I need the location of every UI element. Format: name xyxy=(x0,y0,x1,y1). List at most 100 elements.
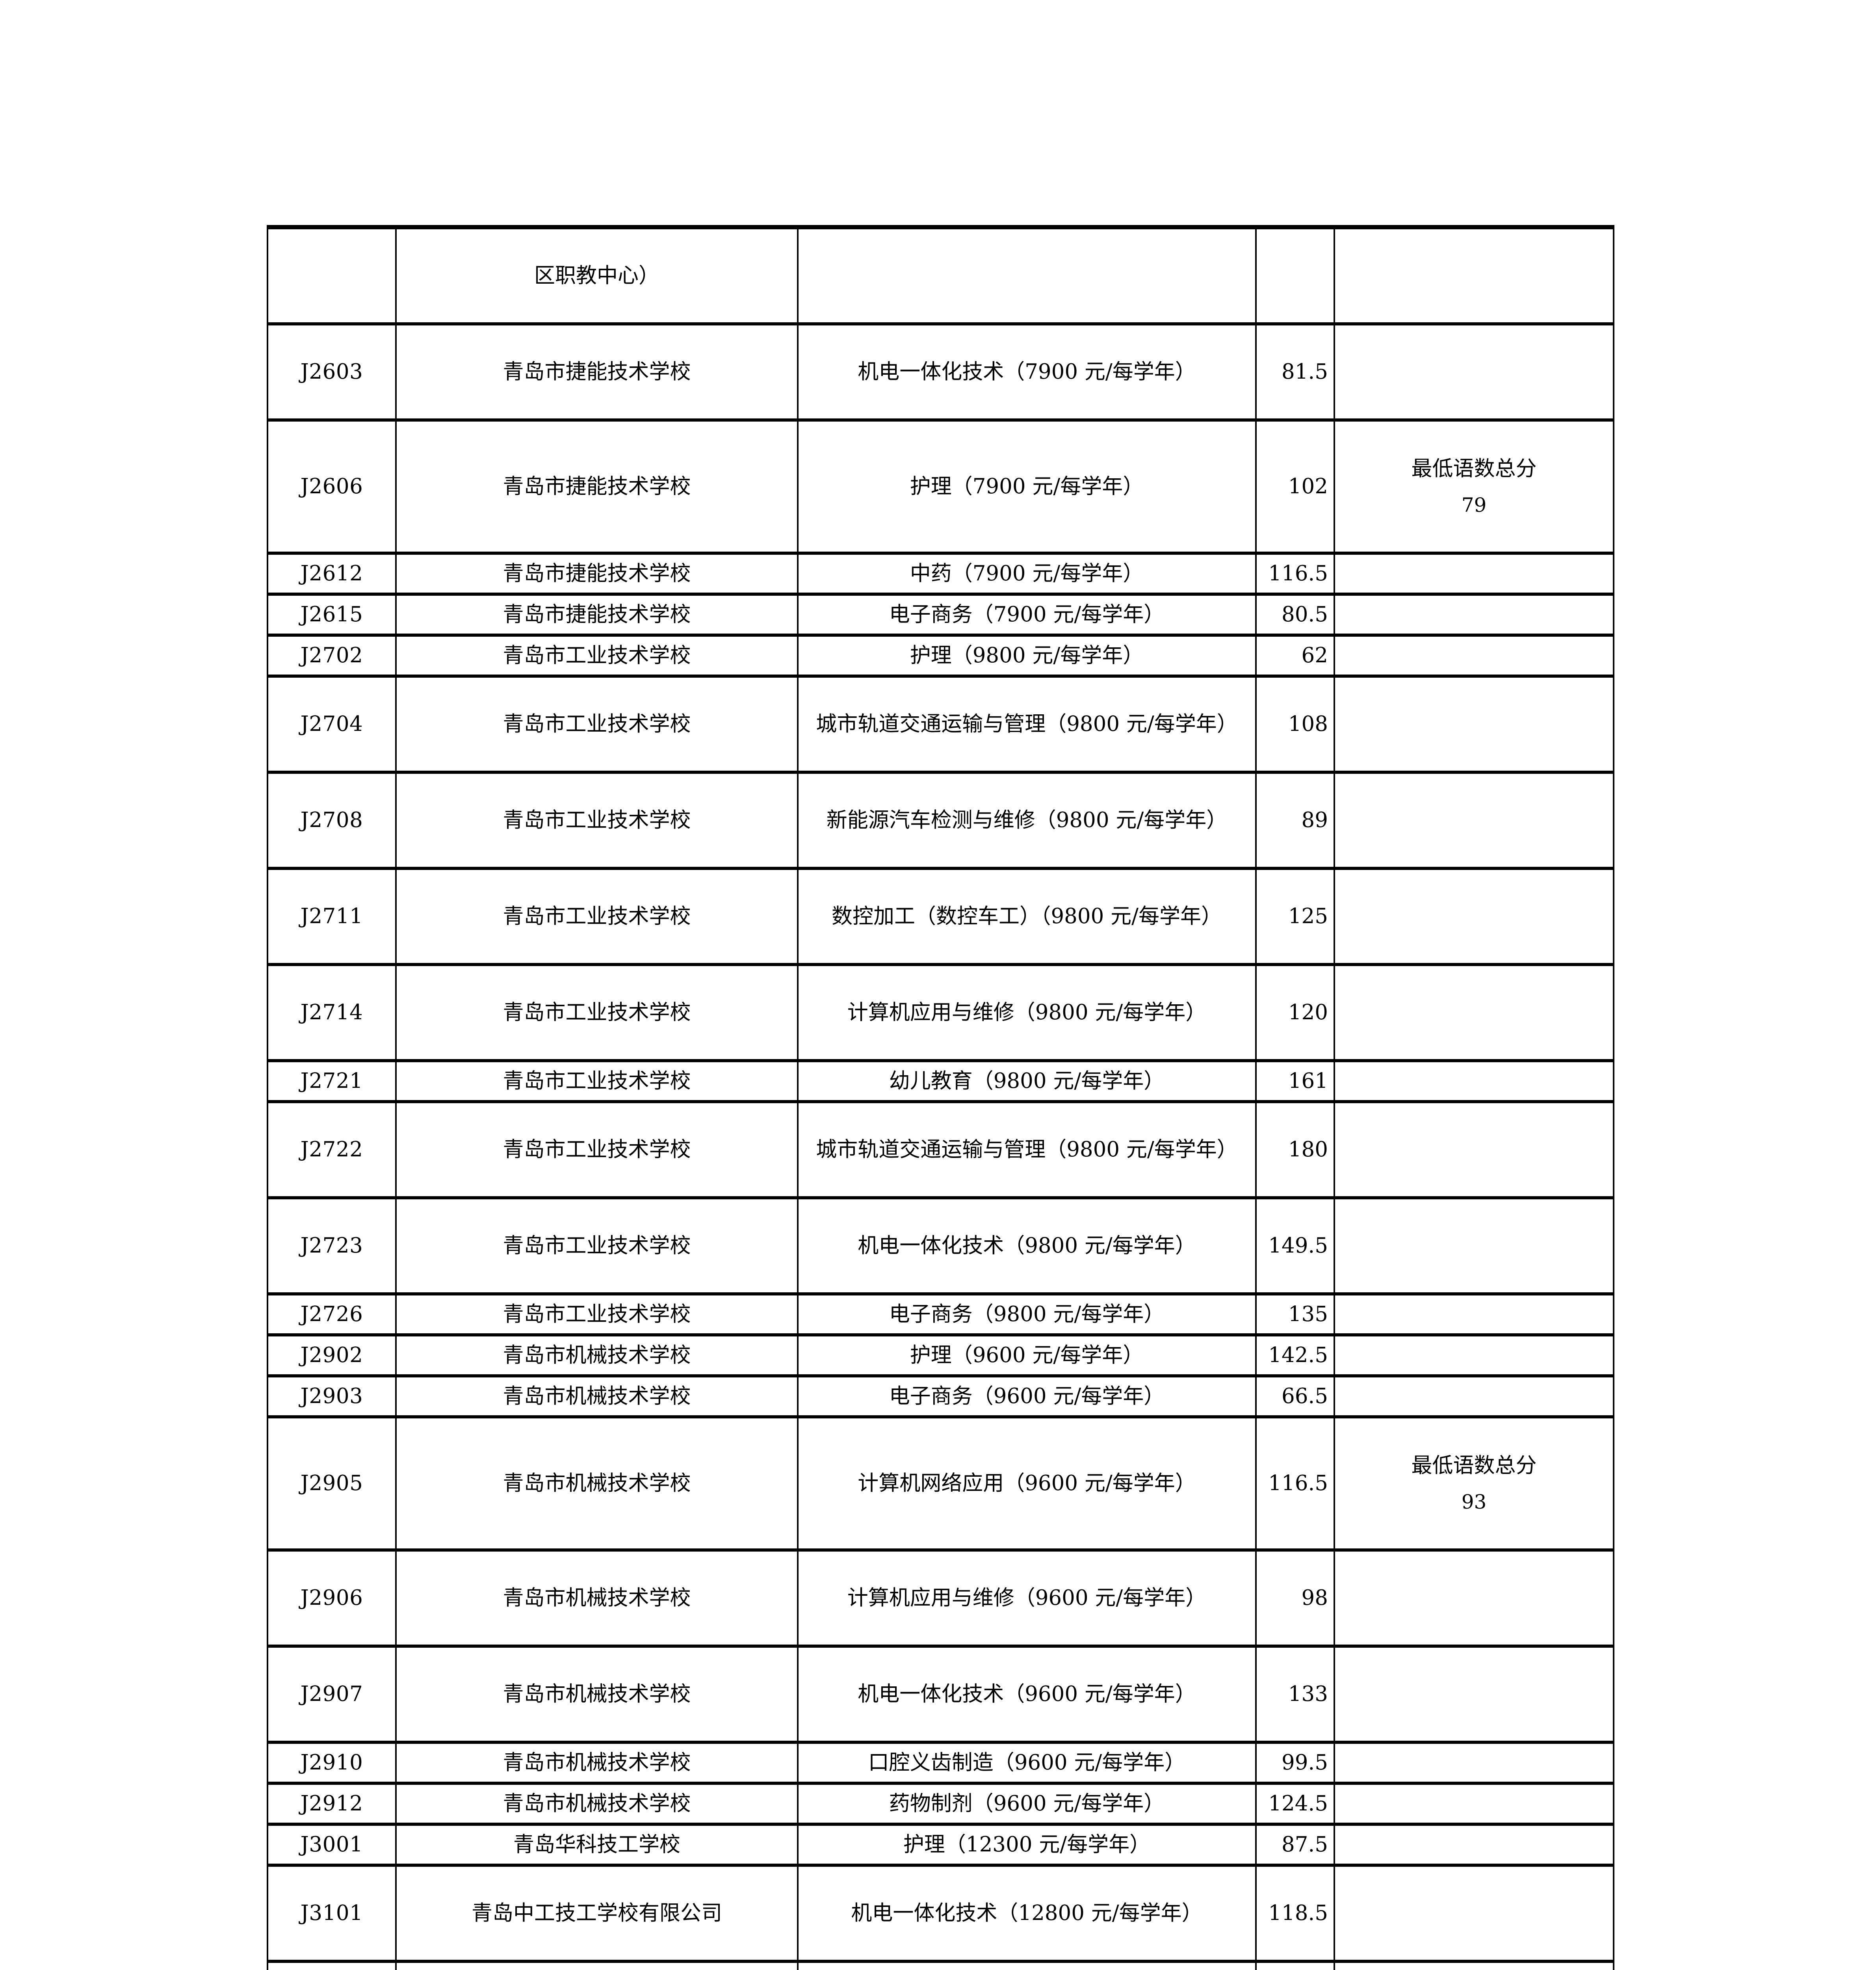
cell-admission-score: 135 xyxy=(1255,1292,1335,1336)
cell-note xyxy=(1334,1864,1614,1963)
cell-major-tuition: 数控加工（数控车工）（9800 元/每学年） xyxy=(797,867,1257,966)
cell-note xyxy=(1334,1059,1614,1103)
cell-major-code: J2910 xyxy=(267,1741,397,1785)
table-row: J2603 青岛市捷能技术学校 机电一体化技术（7900 元/每学年） 81.5 xyxy=(267,322,1614,422)
cell-note: 最低语数总分 93 xyxy=(1334,1415,1614,1552)
cell-admission-score: 98 xyxy=(1255,1548,1335,1648)
cell-school-name: 青岛市工业技术学校 xyxy=(395,1196,799,1295)
cell-admission-score: 108 xyxy=(1255,675,1335,774)
cell-admission-score: 116.5 xyxy=(1255,1415,1335,1552)
cell-admission-score: 120 xyxy=(1255,1960,1335,1970)
cell-major-tuition: 药物制剂（9600 元/每学年） xyxy=(797,1782,1257,1826)
cell-school-name: 青岛中工技工学校有限公司 xyxy=(395,1864,799,1963)
admission-score-table-container: 区职教中心） J2603 青岛市捷能技术学校 机电一体化技术（7900 元/每学年） 8… xyxy=(267,225,1614,1970)
cell-major-tuition: 机电一体化技术（7900 元/每学年） xyxy=(797,322,1257,422)
cell-major-tuition: 新能源汽车检测与维修（12800 元/每学年） xyxy=(797,1960,1257,1970)
cell-admission-score: 80.5 xyxy=(1255,593,1335,637)
cell-major-code: J3001 xyxy=(267,1823,397,1867)
cell-admission-score: 102 xyxy=(1255,418,1335,555)
cell-major-tuition: 机电一体化技术（9600 元/每学年） xyxy=(797,1645,1257,1744)
cell-school-name: 青岛市工业技术学校 xyxy=(395,1059,799,1103)
cell-major-tuition: 机电一体化技术（12800 元/每学年） xyxy=(797,1864,1257,1963)
cell-major-code xyxy=(267,225,397,325)
cell-major-code: J2905 xyxy=(267,1415,397,1552)
cell-major-code: J2912 xyxy=(267,1782,397,1826)
cell-major-tuition: 城市轨道交通运输与管理（9800 元/每学年） xyxy=(797,675,1257,774)
cell-major-tuition: 护理（9800 元/每学年） xyxy=(797,634,1257,678)
cell-school-name: 青岛市工业技术学校 xyxy=(395,963,799,1062)
cell-major-code: J2711 xyxy=(267,867,397,966)
cell-school-name: 青岛市工业技术学校 xyxy=(395,634,799,678)
cell-major-code: J2726 xyxy=(267,1292,397,1336)
cell-school-name: 青岛市机械技术学校 xyxy=(395,1333,799,1377)
cell-admission-score: 87.5 xyxy=(1255,1823,1335,1867)
cell-note xyxy=(1334,1741,1614,1785)
table-row: J2722 青岛市工业技术学校 城市轨道交通运输与管理（9800 元/每学年） 180 xyxy=(267,1100,1614,1199)
cell-major-tuition: 电子商务（7900 元/每学年） xyxy=(797,593,1257,637)
cell-note xyxy=(1334,634,1614,678)
cell-admission-score: 116.5 xyxy=(1255,552,1335,596)
cell-note xyxy=(1334,1960,1614,1970)
cell-note xyxy=(1334,867,1614,966)
cell-school-name: 青岛华科技工学校 xyxy=(395,1823,799,1867)
cell-note xyxy=(1334,1823,1614,1867)
cell-admission-score xyxy=(1255,225,1335,325)
table-row: J2912 青岛市机械技术学校 药物制剂（9600 元/每学年） 124.5 xyxy=(267,1782,1614,1826)
cell-major-code: J3104 xyxy=(267,1960,397,1970)
cell-note xyxy=(1334,322,1614,422)
cell-school-name: 青岛市捷能技术学校 xyxy=(395,322,799,422)
cell-major-code: J2714 xyxy=(267,963,397,1062)
cell-major-tuition: 电子商务（9600 元/每学年） xyxy=(797,1374,1257,1418)
cell-admission-score: 125 xyxy=(1255,867,1335,966)
cell-major-tuition: 城市轨道交通运输与管理（9800 元/每学年） xyxy=(797,1100,1257,1199)
cell-note xyxy=(1334,771,1614,870)
cell-major-tuition: 计算机应用与维修（9800 元/每学年） xyxy=(797,963,1257,1062)
cell-major-code: J2907 xyxy=(267,1645,397,1744)
cell-school-name: 青岛市机械技术学校 xyxy=(395,1548,799,1648)
cell-major-tuition: 护理（9600 元/每学年） xyxy=(797,1333,1257,1377)
table-row: J2702 青岛市工业技术学校 护理（9800 元/每学年） 62 xyxy=(267,634,1614,678)
table-row: J2905 青岛市机械技术学校 计算机网络应用（9600 元/每学年） 116.5 最低… xyxy=(267,1415,1614,1552)
cell-school-name: 青岛市工业技术学校 xyxy=(395,867,799,966)
cell-school-name: 青岛市捷能技术学校 xyxy=(395,593,799,637)
cell-admission-score: 81.5 xyxy=(1255,322,1335,422)
cell-major-tuition: 护理（12300 元/每学年） xyxy=(797,1823,1257,1867)
note-text: 最低语数总分 xyxy=(1411,457,1537,481)
cell-major-code: J2612 xyxy=(267,552,397,596)
table-row: J2906 青岛市机械技术学校 计算机应用与维修（9600 元/每学年） 98 xyxy=(267,1548,1614,1648)
cell-major-tuition: 中药（7900 元/每学年） xyxy=(797,552,1257,596)
cell-note xyxy=(1334,1374,1614,1418)
cell-note xyxy=(1334,552,1614,596)
cell-major-code: J2704 xyxy=(267,675,397,774)
table-row: J2708 青岛市工业技术学校 新能源汽车检测与维修（9800 元/每学年） 89 xyxy=(267,771,1614,870)
cell-school-name: 青岛市工业技术学校 xyxy=(395,675,799,774)
table-row: J2606 青岛市捷能技术学校 护理（7900 元/每学年） 102 最低语数总分 79 xyxy=(267,418,1614,555)
cell-note xyxy=(1334,1196,1614,1295)
note-score-value: 79 xyxy=(1461,493,1487,517)
cell-major-code: J2723 xyxy=(267,1196,397,1295)
cell-school-name: 青岛市机械技术学校 xyxy=(395,1374,799,1418)
table-row: J3101 青岛中工技工学校有限公司 机电一体化技术（12800 元/每学年） 118… xyxy=(267,1864,1614,1963)
table-row: 区职教中心） xyxy=(267,225,1614,325)
cell-note xyxy=(1334,1333,1614,1377)
cell-major-code: J2603 xyxy=(267,322,397,422)
cell-major-code: J2902 xyxy=(267,1333,397,1377)
cell-major-tuition: 计算机应用与维修（9600 元/每学年） xyxy=(797,1548,1257,1648)
cell-school-name: 青岛市捷能技术学校 xyxy=(395,552,799,596)
cell-school-name: 青岛市机械技术学校 xyxy=(395,1645,799,1744)
admission-score-table: 区职教中心） J2603 青岛市捷能技术学校 机电一体化技术（7900 元/每学年） 8… xyxy=(267,225,1614,1970)
cell-school-name: 青岛市捷能技术学校 xyxy=(395,418,799,555)
cell-major-tuition: 幼儿教育（9800 元/每学年） xyxy=(797,1059,1257,1103)
cell-major-tuition: 计算机网络应用（9600 元/每学年） xyxy=(797,1415,1257,1552)
cell-school-name: 青岛中工技工学校有限公司 xyxy=(395,1960,799,1970)
cell-admission-score: 99.5 xyxy=(1255,1741,1335,1785)
cell-school-name: 区职教中心） xyxy=(395,225,799,325)
cell-admission-score: 118.5 xyxy=(1255,1864,1335,1963)
note-text: 最低语数总分 xyxy=(1411,1453,1537,1478)
cell-major-code: J2606 xyxy=(267,418,397,555)
cell-major-tuition: 护理（7900 元/每学年） xyxy=(797,418,1257,555)
cell-note xyxy=(1334,675,1614,774)
cell-major-code: J2722 xyxy=(267,1100,397,1199)
cell-major-code: J2615 xyxy=(267,593,397,637)
